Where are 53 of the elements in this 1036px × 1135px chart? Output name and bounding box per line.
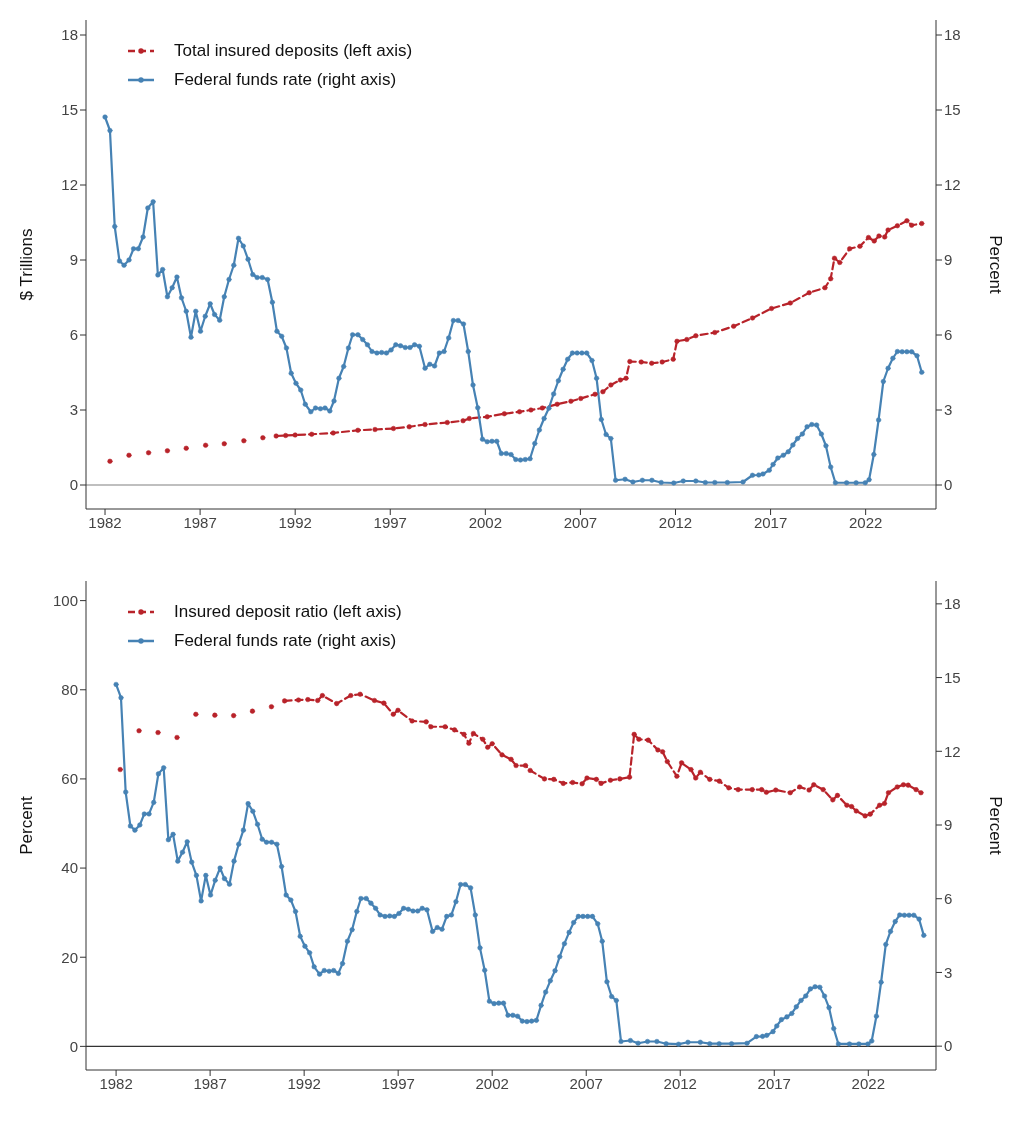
x-tick-label: 1987: [193, 1074, 227, 1092]
y2-axis-title: Percent: [985, 796, 1005, 856]
legend-label: Total insured deposits (left axis): [174, 40, 413, 62]
x-tick-label: 1997: [373, 513, 407, 531]
y2-tick-label: 12: [944, 742, 961, 760]
y2-tick-label: 0: [944, 476, 953, 494]
y-tick-label: 6: [69, 326, 78, 344]
x-tick-label: 2022: [848, 513, 883, 531]
x-tick-label: 2012: [663, 1074, 697, 1092]
y-tick-label: 100: [52, 591, 78, 609]
y-axis-title: $ Trillions: [17, 228, 37, 301]
y2-tick-label: 15: [944, 101, 961, 119]
y2-tick-label: 6: [944, 890, 953, 908]
x-tick-label: 2017: [757, 1074, 791, 1092]
x-tick-label: 1992: [287, 1074, 321, 1092]
x-tick-label: 1987: [183, 513, 217, 531]
y2-tick-label: 6: [944, 326, 953, 344]
x-tick-label: 2017: [753, 513, 788, 531]
y2-axis-title: Percent: [985, 235, 1005, 295]
x-tick-label: 1982: [88, 513, 122, 531]
y2-tick-label: 12: [944, 176, 961, 194]
y-tick-label: 9: [69, 251, 78, 269]
legend-label: Federal funds rate (right axis): [174, 630, 397, 652]
y-axis-title: Percent: [17, 795, 37, 855]
y-tick-label: 40: [61, 859, 78, 877]
legend-label: Federal funds rate (right axis): [174, 69, 397, 91]
y-tick-label: 3: [69, 401, 78, 419]
y2-tick-label: 18: [944, 595, 961, 613]
x-tick-label: 1997: [381, 1074, 415, 1092]
y2-tick-label: 0: [944, 1037, 953, 1055]
y2-tick-label: 18: [944, 26, 961, 44]
y2-tick-label: 3: [944, 963, 953, 981]
y2-tick-label: 3: [944, 401, 953, 419]
x-tick-label: 1992: [278, 513, 312, 531]
y2-tick-label: 9: [944, 251, 953, 269]
x-tick-label: 1982: [99, 1074, 133, 1092]
x-tick-label: 2002: [468, 513, 503, 531]
y-tick-label: 80: [61, 681, 78, 699]
y-tick-label: 12: [61, 176, 78, 194]
x-tick-label: 2002: [475, 1074, 509, 1092]
y-tick-label: 20: [61, 948, 78, 966]
y-tick-label: 0: [69, 476, 78, 494]
x-tick-label: 2012: [658, 513, 693, 531]
y-tick-label: 60: [61, 770, 78, 788]
y2-tick-label: 15: [944, 668, 961, 686]
x-tick-label: 2007: [569, 1074, 603, 1092]
y2-tick-label: 9: [944, 816, 953, 834]
y-tick-label: 18: [61, 26, 78, 44]
y-tick-label: 0: [69, 1037, 78, 1055]
x-tick-label: 2007: [563, 513, 598, 531]
y-tick-label: 15: [61, 101, 78, 119]
legend-label: Insured deposit ratio (left axis): [174, 601, 402, 623]
x-tick-label: 2022: [851, 1074, 885, 1092]
